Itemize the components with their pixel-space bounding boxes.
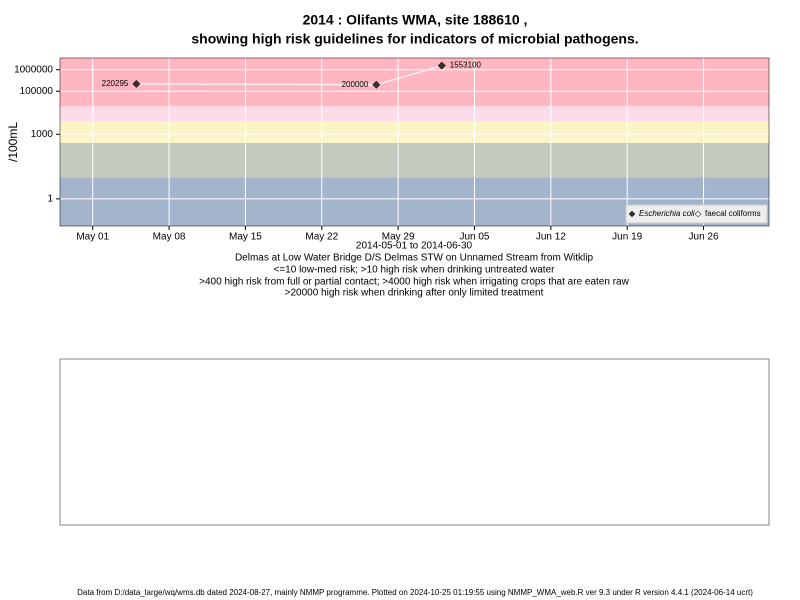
x-tick-label: Jun 26 (689, 232, 719, 243)
x-tick-label: Jun 05 (459, 232, 489, 243)
risk-band (60, 121, 769, 143)
legend-marker (694, 210, 702, 218)
y-tick-label: 1000000 (14, 64, 53, 75)
point (132, 79, 141, 88)
point (437, 61, 446, 70)
x-tick-label: Jun 12 (536, 232, 566, 243)
empty-panel (59, 358, 770, 526)
legend-label: Escherichia coli (639, 209, 695, 218)
annotation: >400 high risk from full or partial cont… (199, 277, 629, 288)
data-label: 1553100 (450, 61, 482, 70)
annotation: >20000 high risk when drinking after onl… (285, 288, 544, 299)
chart-title: 2014 : Olifants WMA, site 188610 , (303, 12, 528, 28)
data-label: 220295 (102, 79, 129, 88)
footer: Data from D:/data_large/wq/wms.db dated … (77, 588, 753, 597)
x-tick-label: May 22 (305, 232, 338, 243)
y-tick-label: 1000 (31, 129, 54, 140)
y-tick-label: 1 (47, 194, 53, 205)
legend-label: faecal coliforms (705, 209, 761, 218)
legend-marker (628, 210, 636, 218)
x-tick-label: May 08 (153, 232, 186, 243)
risk-band (60, 106, 769, 122)
y-axis-label: /100mL (6, 122, 20, 162)
annotation: <=10 low-med risk; >10 high risk when dr… (274, 265, 556, 276)
annotation: Delmas at Low Water Bridge D/S Delmas ST… (235, 253, 594, 264)
chart-subtitle: showing high risk guidelines for indicat… (191, 31, 638, 47)
point (372, 80, 381, 89)
y-tick-label: 100000 (20, 86, 54, 97)
risk-band (60, 142, 769, 178)
x-tick-label: May 29 (382, 232, 415, 243)
x-tick-label: May 15 (229, 232, 262, 243)
data-label: 200000 (342, 80, 369, 89)
x-axis-label: 2014-05-01 to 2014-06-30 (356, 241, 473, 252)
plot-frame (59, 57, 770, 227)
x-tick-label: May 01 (76, 232, 109, 243)
risk-band (60, 58, 769, 107)
x-tick-label: Jun 19 (612, 232, 642, 243)
